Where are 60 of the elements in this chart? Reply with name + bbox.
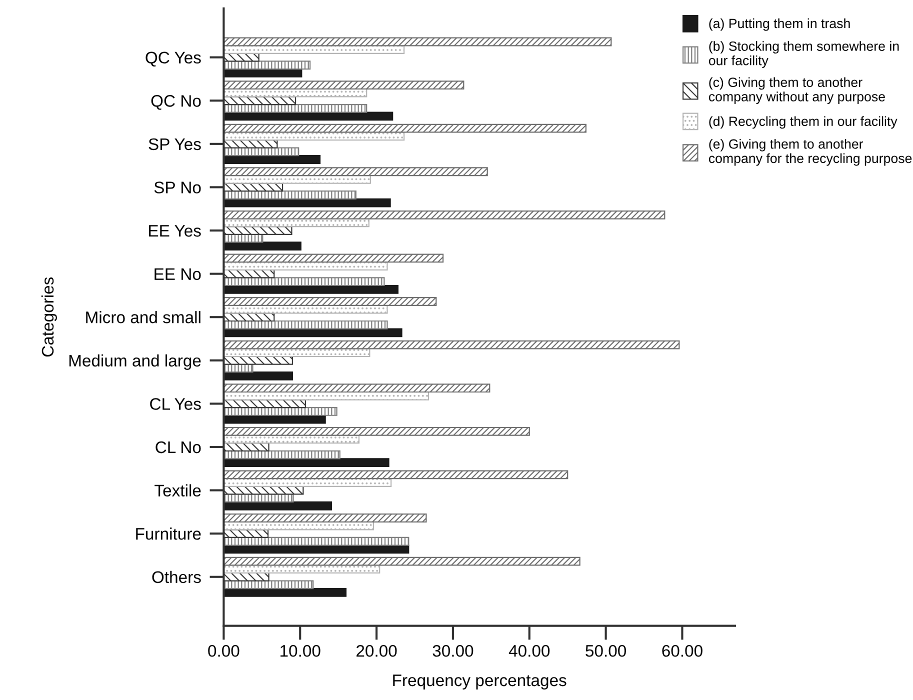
y-tick-label: EE No (154, 268, 201, 280)
bar (224, 536, 410, 546)
bar (224, 458, 390, 468)
x-tick-label: 50.00 (586, 644, 626, 657)
bar (224, 277, 385, 286)
bar (224, 407, 338, 416)
bar (224, 426, 530, 436)
legend-label: (d) Recycling them in our facility (709, 116, 898, 129)
y-tick-label: CL Yes (150, 398, 201, 410)
y-tick-label: SP Yes (148, 138, 201, 150)
bar (224, 254, 444, 263)
bar (224, 198, 391, 208)
bar (224, 304, 388, 314)
bar (224, 242, 302, 251)
y-tick-label: Medium and large (69, 354, 201, 370)
bar (224, 190, 356, 200)
legend-label: (c) Giving them to another company without any purpose (708, 77, 885, 104)
bar (224, 60, 311, 70)
y-tick-label: Furniture (136, 528, 201, 540)
bar (224, 262, 388, 270)
bar (224, 556, 580, 566)
bar (224, 580, 314, 590)
y-tick-label: SP No (154, 182, 201, 194)
bar (224, 167, 488, 176)
bar (224, 514, 427, 522)
y-tick-label: Textile (154, 484, 201, 496)
y-tick-label: Micro and small (86, 311, 200, 324)
bar (224, 80, 464, 90)
legend-label: (e) Giving them to another company for the recycling purpose (708, 138, 912, 166)
bar (224, 340, 680, 350)
x-tick-label: 10.00 (280, 644, 320, 657)
bar (224, 588, 347, 597)
bar (224, 384, 490, 393)
bar (224, 104, 368, 113)
x-axis-title: Frequency percentages (393, 674, 566, 690)
y-axis-title: Categories (41, 277, 57, 357)
bar (224, 37, 612, 46)
y-tick-label: QC No (151, 95, 201, 110)
y-tick-label: Others (152, 570, 201, 584)
x-tick-label: 20.00 (356, 644, 397, 657)
y-tick-label: CL No (156, 441, 201, 454)
bar (224, 124, 586, 133)
bar (224, 210, 666, 220)
y-tick-label: QC Yes (146, 52, 201, 67)
x-tick-label: 60.00 (662, 644, 702, 657)
x-tick-label: 0.00 (208, 644, 240, 657)
bar (224, 391, 430, 400)
bar (224, 284, 398, 294)
legend-label: (a) Putting them in trash (709, 18, 850, 31)
x-tick-label: 40.00 (508, 644, 550, 657)
bar (224, 470, 568, 480)
bar (224, 372, 294, 380)
bar (224, 320, 388, 330)
legend-label: (b) Stocking them somewhere in our facility (708, 41, 899, 68)
bar (224, 297, 437, 306)
y-tick-label: EE Yes (149, 225, 201, 237)
bar (224, 155, 321, 164)
bar (224, 450, 340, 460)
x-tick-label: 30.00 (432, 644, 474, 657)
bar (224, 501, 332, 510)
